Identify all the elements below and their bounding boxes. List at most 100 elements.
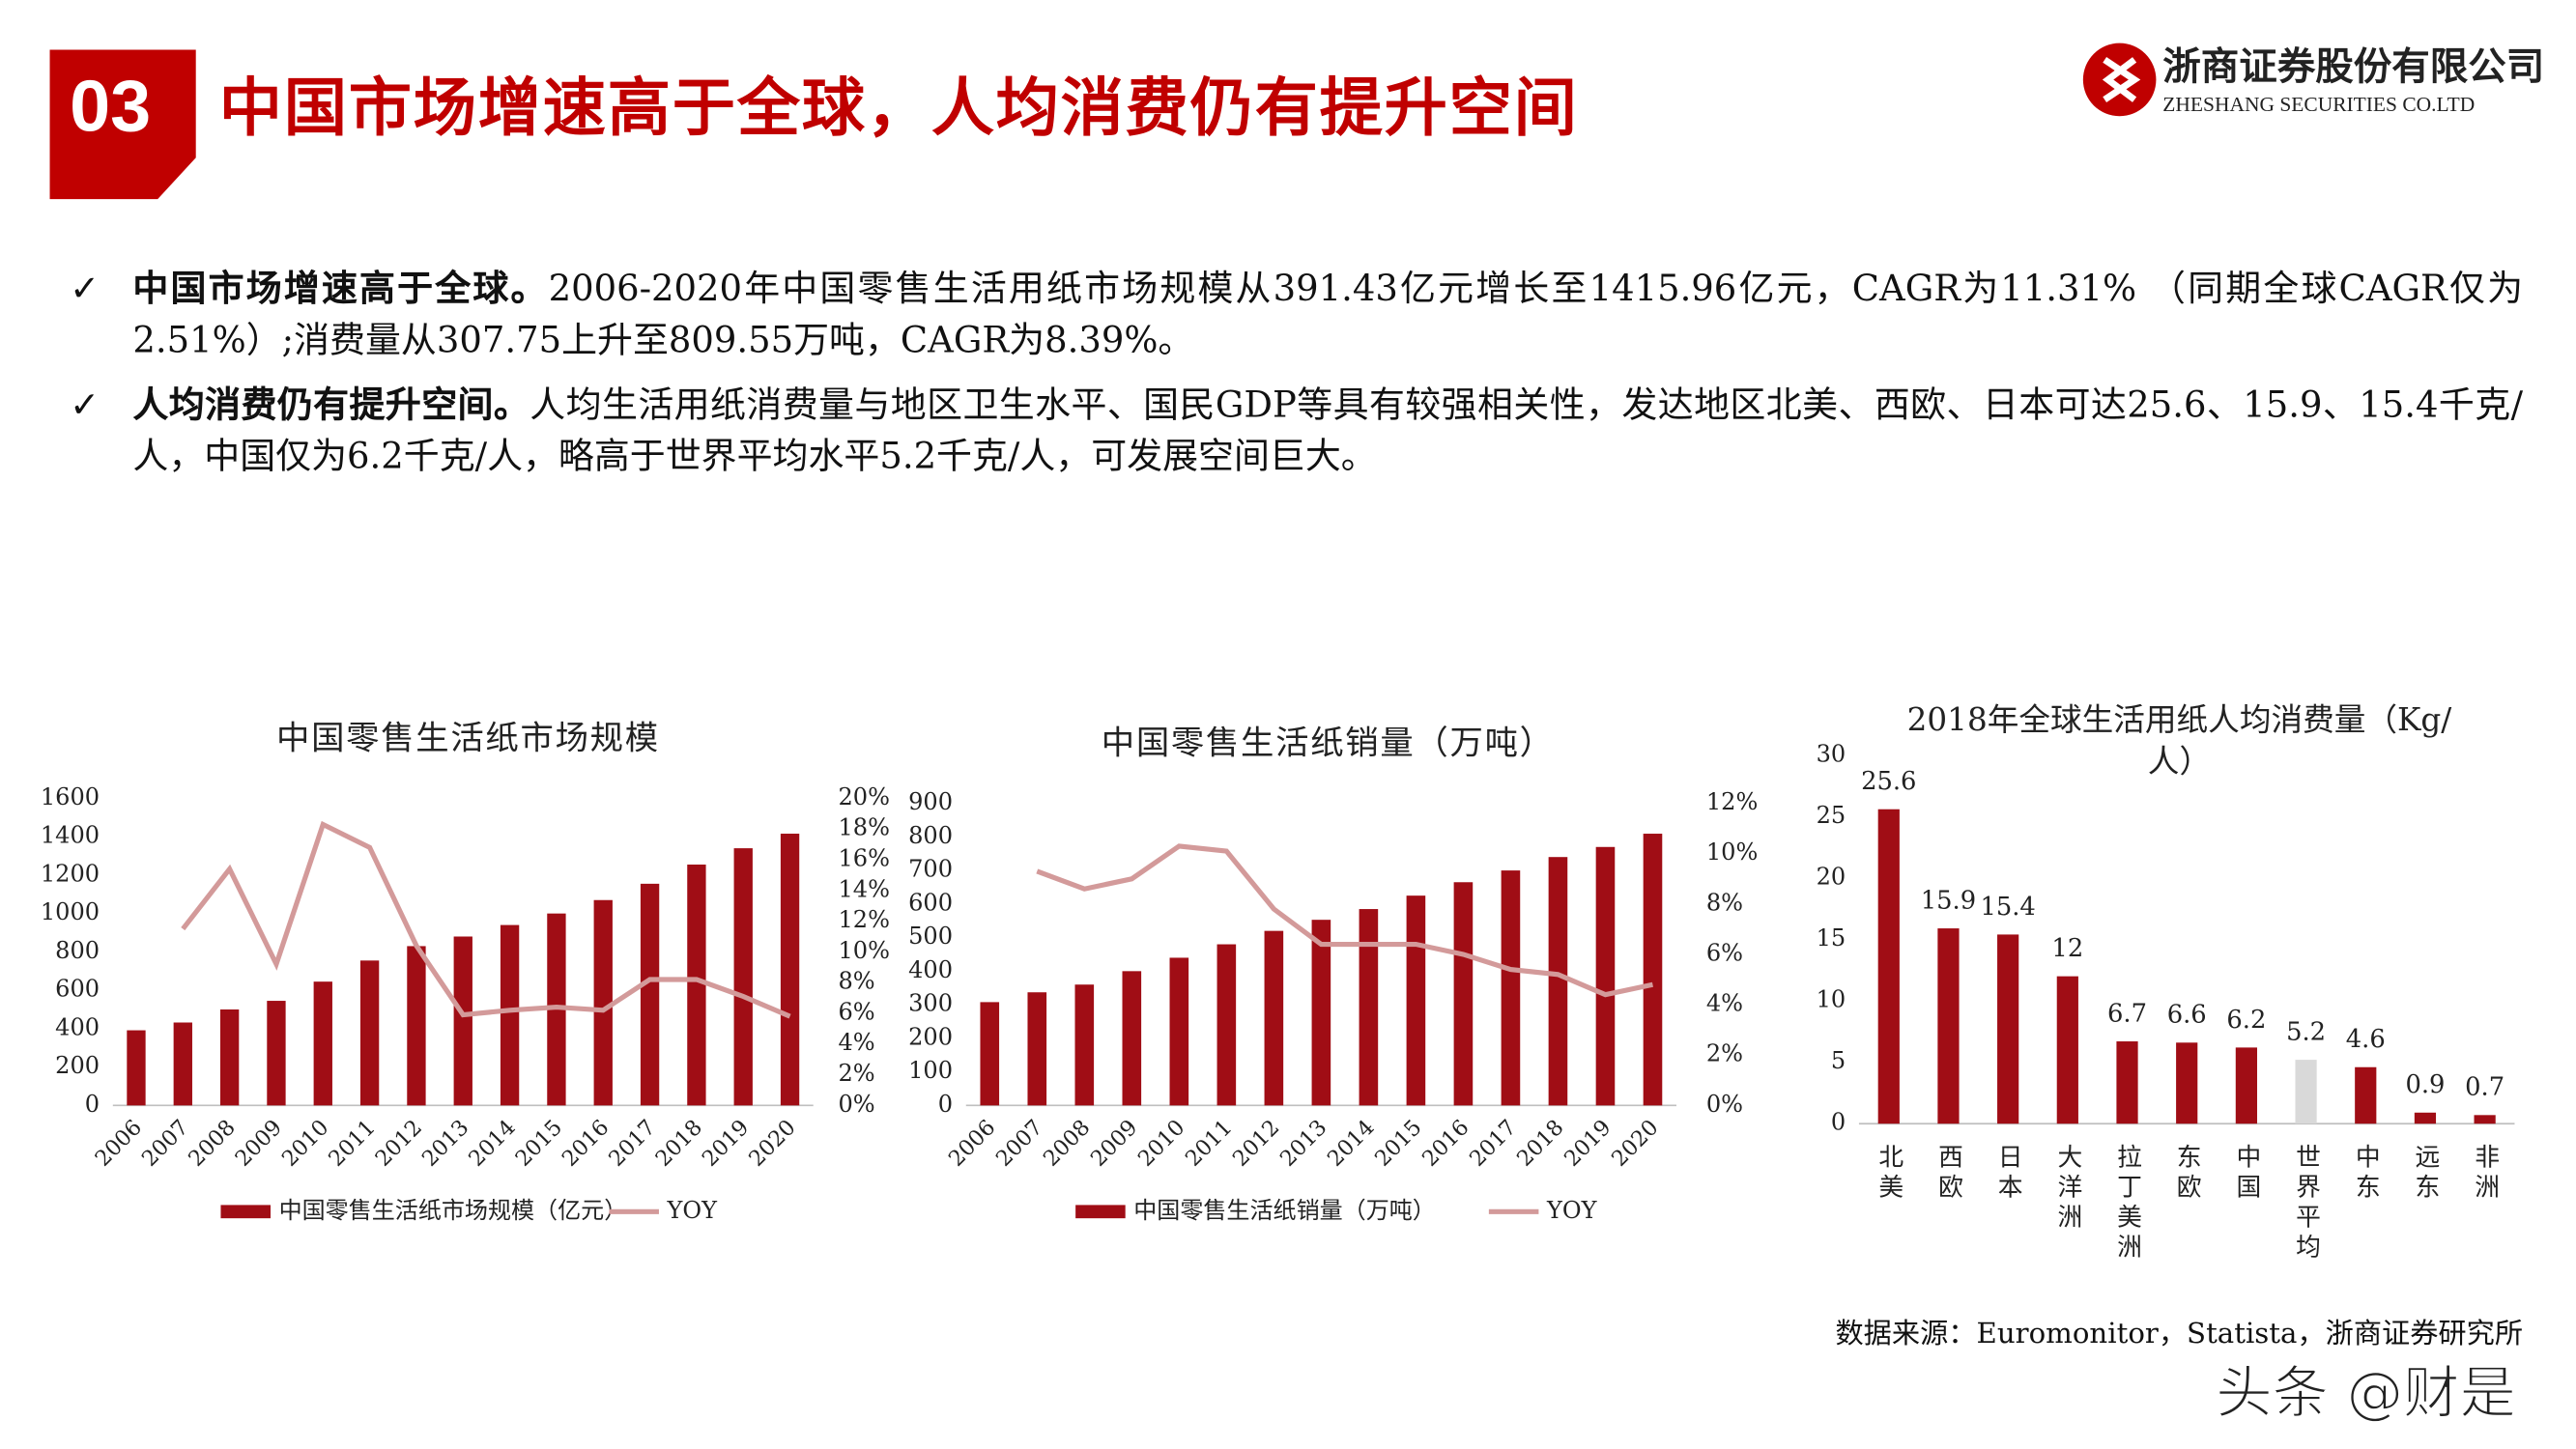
legend-label: 中国零售生活纸销量（万吨） <box>1133 1197 1436 1224</box>
legend-label: YOY <box>1546 1197 1598 1224</box>
bar <box>453 936 472 1106</box>
legend-swatch <box>1075 1205 1126 1219</box>
bar <box>2295 1060 2317 1124</box>
x-tick-label: 世界平均 <box>2292 1144 2321 1264</box>
x-tick-label: 2019 <box>698 1115 755 1172</box>
value-label: 0.9 <box>2405 1070 2445 1099</box>
bar <box>2355 1066 2377 1124</box>
logo-glyph <box>2102 56 2141 102</box>
watermark: 头条 @财是 <box>2215 1360 2516 1428</box>
y2-tick-label: 8% <box>838 968 874 995</box>
bullet-lead: 人均消费仍有提升空间。 <box>132 384 530 427</box>
bar <box>1264 930 1284 1106</box>
x-tick-label: 2011 <box>1181 1115 1238 1172</box>
line-series <box>1036 843 1654 998</box>
bar <box>1453 882 1474 1106</box>
bar <box>1122 971 1142 1106</box>
bar <box>1643 834 1663 1106</box>
y-tick-label: 10 <box>1817 986 1846 1013</box>
x-tick-label: 西欧 <box>1933 1144 1962 1204</box>
y2-tick-label: 2% <box>838 1060 874 1087</box>
bar <box>640 883 660 1106</box>
x-tick-label: 2017 <box>1465 1115 1522 1172</box>
bar <box>1074 984 1095 1106</box>
y2-tick-label: 4% <box>1706 990 1743 1017</box>
bullet-text: 人均生活用纸消费量与地区卫生水平、国民GDP等具有较强相关性，发达地区北美、西欧… <box>132 384 2524 478</box>
x-tick-label: 2016 <box>1417 1115 1474 1172</box>
x-tick-label: 2016 <box>558 1115 615 1172</box>
chart-title: 2018年全球生活用纸人均消费量（Kg/人） <box>1906 701 2452 781</box>
x-tick-label: 2010 <box>1133 1115 1190 1172</box>
bullet: ✓ 人均消费仍有提升空间。人均生活用纸消费量与地区卫生水平、国民GDP等具有较强相… <box>70 384 2524 478</box>
y-tick-label: 400 <box>908 956 953 983</box>
y2-tick-label: 0% <box>838 1091 874 1118</box>
bar <box>1027 992 1047 1106</box>
x-tick-label: 2009 <box>231 1115 288 1172</box>
y-tick-label: 1000 <box>41 898 100 925</box>
y-tick-label: 1600 <box>41 783 100 810</box>
y2-tick-label: 10% <box>1706 838 1758 866</box>
bar <box>1501 870 1521 1106</box>
x-tick-label: 2008 <box>1039 1115 1096 1172</box>
value-label: 0.7 <box>2465 1073 2504 1102</box>
value-label: 15.4 <box>1980 893 2035 922</box>
x-tick-label: 中国 <box>2232 1144 2261 1204</box>
chart-title: 中国零售生活纸销量（万吨） <box>1102 724 1555 762</box>
logo-name: 浙商证券股份有限公司 <box>2162 44 2544 89</box>
y-tick-label: 800 <box>55 937 100 964</box>
y2-tick-label: 20% <box>838 783 889 810</box>
section-badge <box>49 49 196 200</box>
bar <box>2474 1115 2496 1124</box>
x-tick-label: 2007 <box>991 1115 1048 1172</box>
x-tick-label: 2018 <box>650 1115 707 1172</box>
bar <box>219 1009 240 1106</box>
y-tick-label: 30 <box>1817 740 1846 767</box>
y-tick-label: 200 <box>55 1052 100 1079</box>
y-tick-label: 25 <box>1817 802 1846 829</box>
y2-tick-label: 14% <box>838 875 889 902</box>
x-tick-label: 2011 <box>324 1115 381 1172</box>
y-tick-label: 1200 <box>41 860 100 887</box>
y2-tick-label: 0% <box>1706 1091 1743 1118</box>
x-tick-label: 远东 <box>2411 1144 2440 1204</box>
bar <box>687 864 706 1106</box>
page-title: 中国市场增速高于全球，人均消费仍有提升空间 <box>218 71 1579 145</box>
bar <box>500 924 520 1106</box>
bullet-text: 2006-2020年中国零售生活用纸市场规模从391.43亿元增长至1415.9… <box>132 269 2524 362</box>
y-tick-label: 0 <box>938 1091 953 1118</box>
bar <box>359 960 380 1106</box>
x-tick-label: 2010 <box>277 1115 334 1172</box>
x-tick-label: 日本 <box>1993 1144 2022 1204</box>
y-tick-label: 15 <box>1817 924 1846 952</box>
y-tick-label: 400 <box>55 1013 100 1040</box>
x-tick-label: 2009 <box>1086 1115 1143 1172</box>
bar <box>173 1022 192 1106</box>
bar <box>1997 934 2019 1124</box>
x-tick-label: 2020 <box>744 1115 801 1172</box>
x-tick-label: 2013 <box>1275 1115 1332 1172</box>
x-tick-label: 北美 <box>1875 1144 1903 1204</box>
bar <box>1169 957 1189 1106</box>
value-label: 6.2 <box>2226 1006 2266 1035</box>
chart-title: 中国零售生活纸市场规模 <box>276 719 660 757</box>
y2-tick-label: 6% <box>1706 939 1743 966</box>
x-tick-label: 2007 <box>137 1115 194 1172</box>
bar <box>2116 1041 2138 1124</box>
bar <box>1548 857 1568 1106</box>
logo-english: ZHESHANG SECURITIES CO.LTD <box>2162 93 2475 116</box>
bar <box>313 981 332 1106</box>
value-label: 15.9 <box>1921 886 1976 915</box>
x-tick-label: 2020 <box>1607 1115 1664 1172</box>
chart-title-box: 2018年全球生活用纸人均消费量（Kg/人） <box>1906 701 2452 781</box>
bar <box>267 1001 286 1106</box>
bar <box>1311 920 1331 1106</box>
y-tick-label: 100 <box>908 1057 953 1084</box>
y-tick-label: 0 <box>85 1091 100 1118</box>
value-label: 6.7 <box>2107 999 2147 1028</box>
section-number: 03 <box>70 66 152 148</box>
bar <box>1216 944 1237 1106</box>
y-tick-label: 800 <box>908 822 953 849</box>
x-tick-label: 2019 <box>1560 1115 1617 1172</box>
